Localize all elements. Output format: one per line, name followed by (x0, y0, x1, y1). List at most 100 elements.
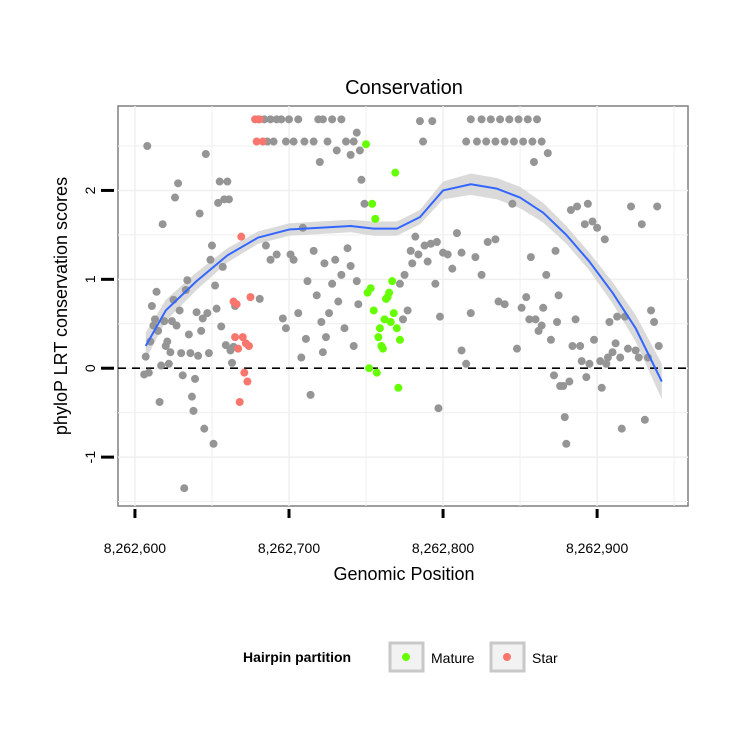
point-other (328, 115, 337, 124)
point-other (647, 306, 656, 315)
point-other (457, 346, 466, 355)
point-other (281, 324, 290, 333)
point-other (477, 270, 486, 279)
point-other (452, 229, 461, 238)
point-star (238, 333, 247, 342)
point-other (163, 337, 172, 346)
point-other (519, 137, 528, 146)
point-other (415, 117, 424, 126)
point-other (551, 246, 560, 255)
point-other (328, 279, 337, 288)
point-other (471, 253, 480, 262)
point-other (192, 308, 201, 317)
point-other (627, 202, 635, 211)
point-mature (380, 315, 389, 324)
point-other (147, 302, 156, 310)
point-other (343, 244, 352, 253)
point-mature (394, 383, 403, 392)
y-tick-label: -1 (82, 451, 98, 464)
point-other (266, 115, 275, 124)
point-mature (388, 277, 397, 286)
point-star (244, 342, 253, 350)
point-other (539, 303, 548, 312)
point-mature (378, 344, 387, 353)
point-other (542, 270, 551, 279)
point-other (172, 321, 181, 330)
point-other (355, 146, 364, 155)
point-other (317, 318, 326, 326)
grid (118, 106, 688, 506)
point-other (585, 359, 594, 368)
point-other (320, 259, 329, 268)
point-other (204, 349, 213, 358)
legend-label-mature: Mature (431, 650, 475, 666)
point-other (549, 371, 558, 380)
point-other (349, 342, 358, 350)
point-other (171, 193, 179, 202)
point-other (144, 368, 153, 377)
point-other (221, 341, 230, 350)
point-other (505, 115, 514, 124)
point-other (571, 315, 580, 324)
point-other (553, 318, 562, 326)
point-other (228, 358, 236, 367)
point-other (269, 137, 278, 146)
point-other (197, 326, 206, 335)
point-other (482, 137, 491, 146)
y-tick-label: 0 (82, 364, 98, 372)
point-other (289, 137, 298, 146)
point-other (303, 277, 312, 286)
point-other (419, 137, 428, 146)
point-mature (371, 214, 380, 223)
point-other (207, 241, 216, 250)
point-other (462, 137, 471, 146)
point-other (537, 321, 546, 330)
point-star (237, 232, 246, 241)
point-mature (365, 364, 374, 373)
point-star (234, 344, 243, 353)
point-other (653, 202, 662, 211)
point-other (266, 255, 275, 264)
point-other (491, 137, 500, 146)
point-other (608, 348, 617, 357)
point-mature (369, 306, 378, 315)
point-other (448, 264, 457, 273)
x-tick-label: 8,262,900 (566, 540, 628, 556)
loess-line (144, 183, 663, 382)
point-other (215, 177, 224, 186)
point-other (224, 195, 233, 204)
point-other (206, 255, 215, 264)
point-other (528, 137, 537, 146)
point-other (214, 198, 223, 207)
point-other (332, 146, 341, 155)
point-other (278, 314, 287, 323)
point-other (346, 262, 355, 270)
point-other (466, 115, 475, 124)
point-other (500, 137, 509, 146)
point-other (187, 392, 196, 401)
point-mature (395, 335, 404, 344)
legend-label-star: Star (532, 650, 558, 666)
point-other (423, 257, 432, 266)
point-other (434, 404, 443, 413)
point-other (509, 137, 518, 146)
point-other (605, 318, 614, 326)
point-other (435, 312, 444, 321)
point-other (431, 279, 440, 288)
point-other (150, 315, 159, 324)
point-star (240, 368, 249, 377)
point-other (337, 270, 346, 279)
point-other (640, 415, 649, 424)
point-other (508, 199, 517, 208)
point-other (500, 300, 509, 309)
point-other (514, 115, 523, 124)
point-other (443, 250, 452, 259)
point-other (294, 309, 303, 318)
point-other (577, 357, 586, 366)
point-other (408, 259, 417, 268)
point-other (526, 253, 535, 262)
point-mature (391, 168, 400, 177)
confidence-band (145, 173, 662, 400)
point-other (522, 293, 531, 302)
point-other (634, 353, 643, 362)
